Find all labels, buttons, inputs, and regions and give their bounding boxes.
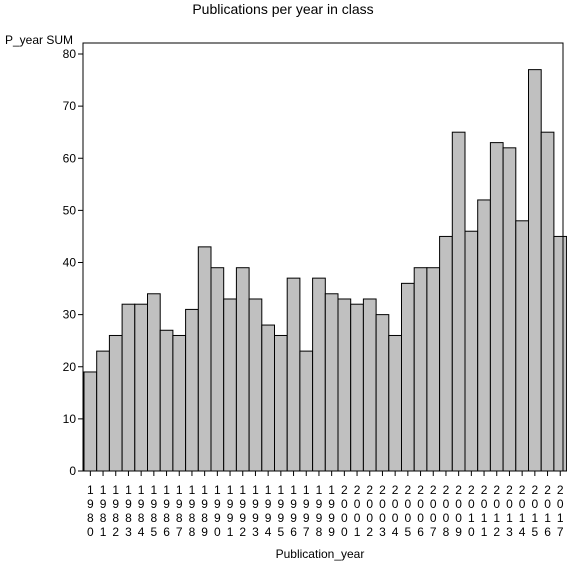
bar-1988 [185,308,199,472]
bar-1985 [147,293,161,472]
bar-2011 [477,199,491,472]
bar-2002 [362,298,377,472]
bar-1998 [312,277,326,472]
y-tick-label: 70 [63,99,77,113]
bar-2004 [388,334,402,472]
y-tick-label: 20 [63,360,77,374]
bar-1986 [159,329,174,472]
bar-2009 [451,131,466,472]
bar-2006 [413,267,428,472]
bar-2016 [540,131,555,472]
y-axis: 0 10 20 30 40 50 60 70 80 [63,47,83,478]
x-axis: 1 9 8 0 1 9 8 1 1 9 8 2 1 9 8 3 1 9 8 4 1 9 8 5 1 9 8 6 1 9 8 7 1 9 8 8 1 9 8 9… [87,471,564,539]
bar-1991 [223,298,237,472]
bar-2000 [337,298,352,472]
y-tick-label: 0 [69,464,76,478]
bar-1995 [274,334,288,472]
y-tick-label: 40 [63,256,77,270]
bar-2017 [553,235,567,472]
y-tick-label: 10 [63,412,77,426]
bar-2012 [489,142,504,472]
bar-2015 [528,69,542,472]
bar-1999 [324,293,339,472]
bar-2005 [401,282,415,472]
bar-1996 [286,277,301,472]
bar-1994 [261,324,275,472]
bar-2013 [502,147,517,472]
bar-2008 [439,235,453,472]
bar-1982 [108,334,123,472]
chart-title: Publications per year in class [192,1,373,17]
bar-2001 [350,303,364,472]
bar-1983 [121,303,136,472]
bar-1990 [210,267,225,472]
y-tick-label: 50 [63,203,77,217]
y-tick-label: 60 [63,151,77,165]
bar-2014 [515,220,529,472]
bar-2003 [375,314,390,472]
y-axis-label: P_year SUM [5,33,73,47]
y-tick-label: 30 [63,308,77,322]
bar-1980 [83,371,98,472]
bar-1984 [134,303,149,472]
bar-1987 [172,334,187,472]
bars [83,69,567,472]
bar-1992 [235,267,250,472]
bar-1981 [96,350,110,472]
y-tick-label: 80 [63,47,77,61]
bar-1997 [299,350,314,472]
bar-1993 [248,298,263,472]
plot-frame [82,42,564,472]
x-axis-label: Publication_year [276,547,365,561]
bar-2010 [464,230,479,472]
bar-1989 [197,246,212,472]
bar-2007 [426,267,441,472]
